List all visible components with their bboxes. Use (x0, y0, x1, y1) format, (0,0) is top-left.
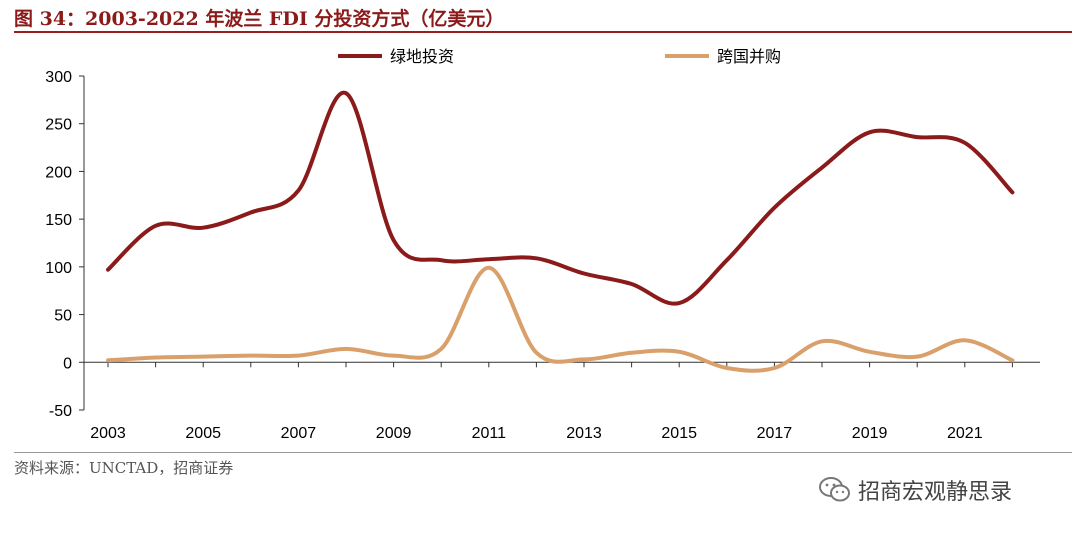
x-tick-label: 2015 (661, 425, 697, 442)
x-tick-label: 2005 (185, 425, 221, 442)
source-divider (14, 452, 1072, 453)
y-tick-label: 250 (45, 117, 72, 134)
legend-label-mna: 跨国并购 (717, 47, 781, 66)
y-tick-label: -50 (49, 403, 72, 420)
x-tick-label: 2017 (757, 425, 793, 442)
chart-series (106, 90, 1015, 373)
y-axis: -50 0 50 100 150 200 250 300 (45, 69, 85, 420)
y-tick-label: 0 (63, 355, 72, 372)
chart-legend: 绿地投资 跨国并购 (338, 47, 781, 66)
y-tick-label: 300 (45, 69, 72, 86)
x-tick-label: 2019 (852, 425, 888, 442)
x-tick-label: 2009 (376, 425, 412, 442)
watermark: 招商宏观静思录 (818, 472, 1012, 508)
series-line-greenfield (106, 90, 1015, 306)
legend-label-greenfield: 绿地投资 (390, 47, 454, 66)
title-divider (14, 31, 1072, 33)
source-note: 资料来源：UNCTAD，招商证券 (14, 459, 234, 477)
x-tick-label: 2011 (472, 425, 507, 442)
x-tick-label: 2013 (566, 425, 602, 442)
y-tick-label: 200 (45, 164, 72, 181)
x-tick-label: 2021 (947, 425, 983, 442)
y-tick-label: 150 (45, 212, 72, 229)
page-title: 图 34：2003-2022 年波兰 FDI 分投资方式（亿美元） (14, 8, 505, 30)
x-tick-label: 2003 (90, 425, 126, 442)
y-tick-label: 100 (45, 260, 72, 277)
series-line-mna (106, 265, 1015, 373)
watermark-text: 招商宏观静思录 (858, 480, 1013, 505)
y-tick-label: 50 (54, 308, 72, 325)
wechat-icon (819, 477, 850, 502)
x-tick-label: 2007 (281, 425, 317, 442)
x-axis: 2003 2005 2007 2009 2011 2013 2015 2017 2019 2021 (84, 361, 1040, 442)
